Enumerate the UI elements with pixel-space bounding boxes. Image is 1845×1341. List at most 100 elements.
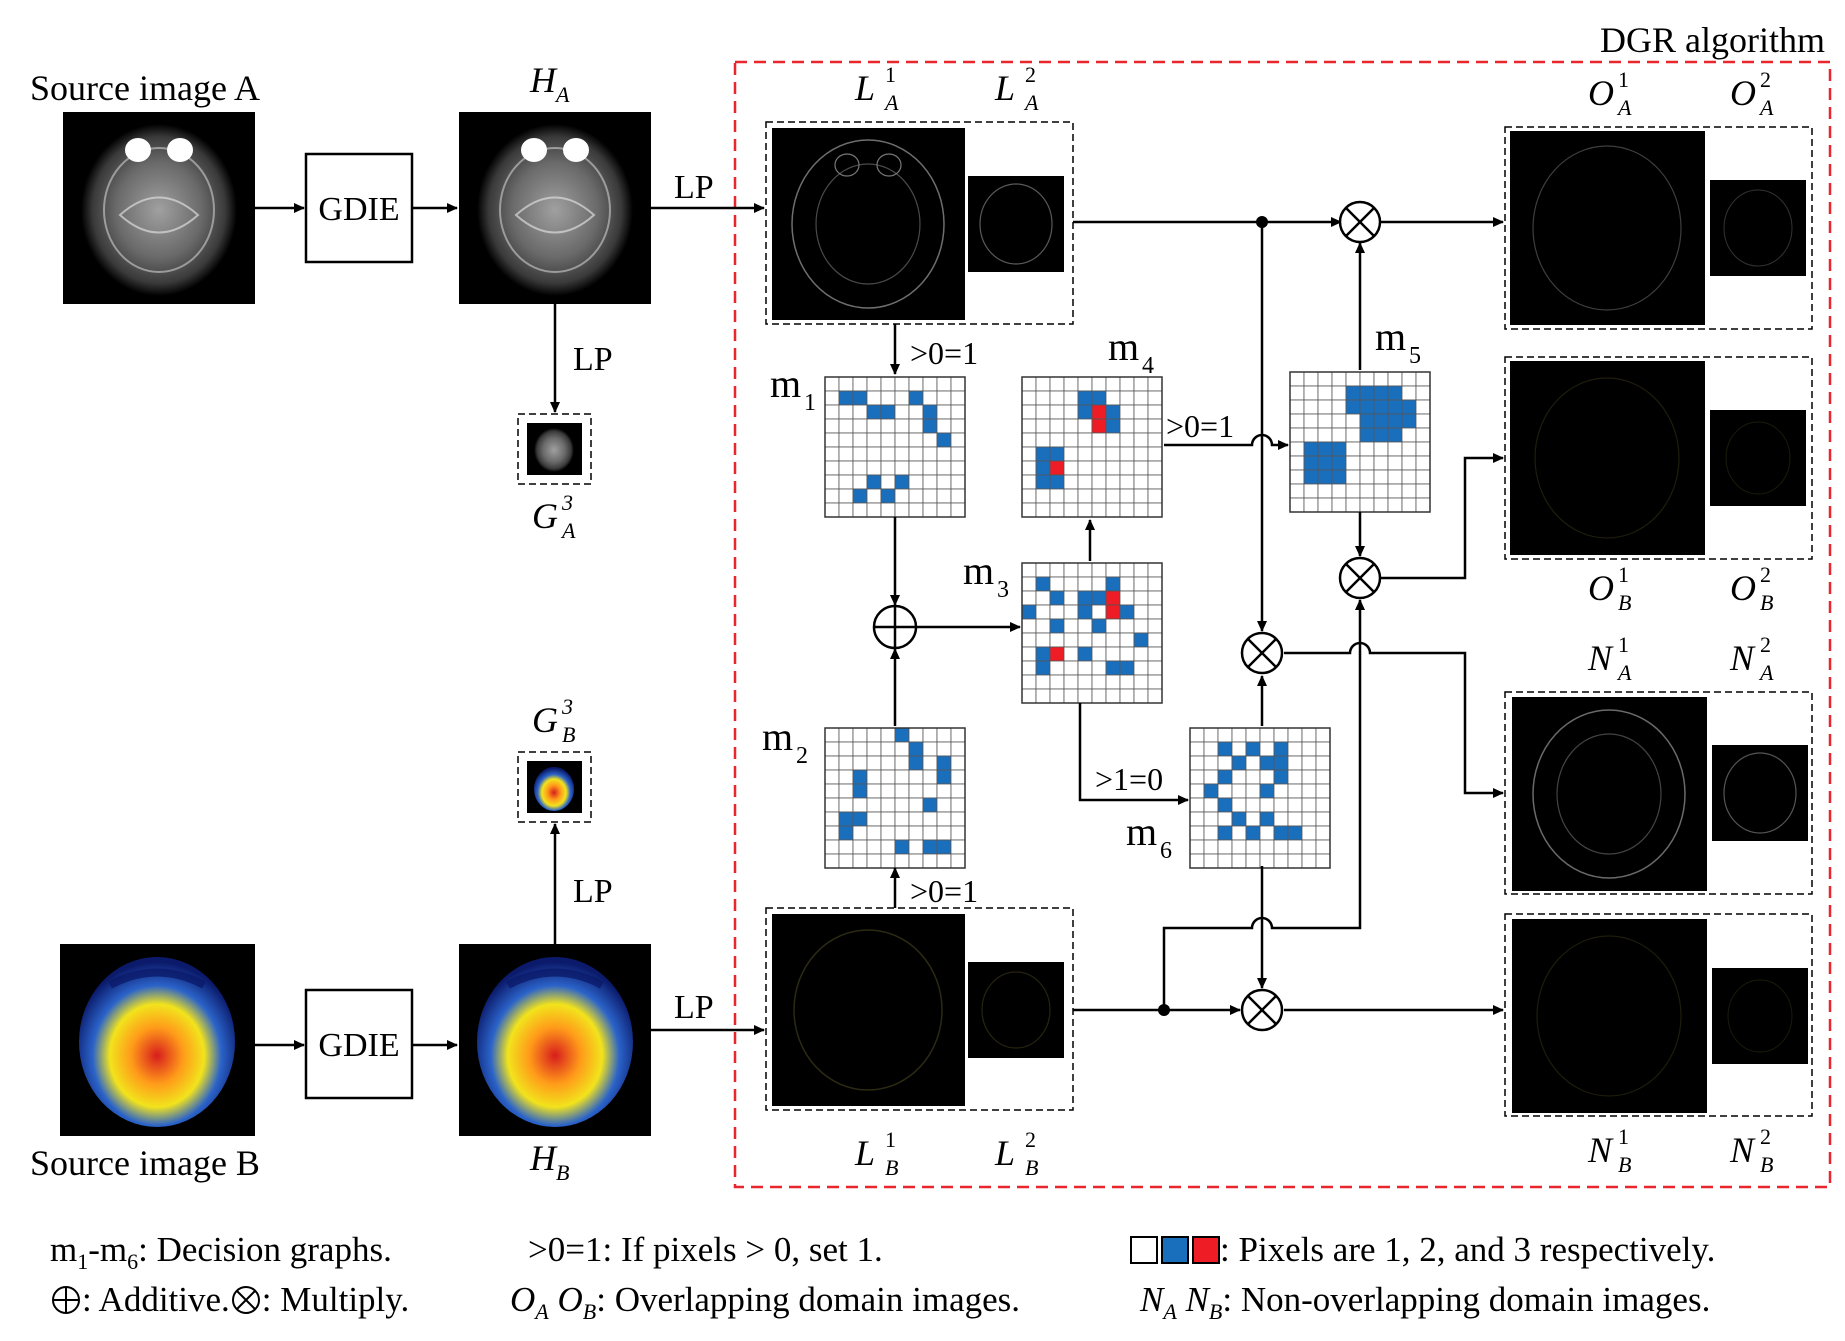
m3-cell-pixel-value-1 <box>1119 632 1135 648</box>
m5-cell-pixel-value-1 <box>1303 399 1319 415</box>
m4-cell-pixel-value-1 <box>1049 390 1065 406</box>
m1-cell-pixel-value-1 <box>950 390 966 406</box>
svg-text:B: B <box>885 1155 898 1180</box>
m5-cell-pixel-value-2 <box>1387 427 1403 443</box>
m4-cell-pixel-value-1 <box>1035 488 1051 504</box>
m6-cell-pixel-value-1 <box>1245 797 1261 813</box>
m3-cell-pixel-value-2 <box>1105 660 1121 676</box>
m6-cell-pixel-value-1 <box>1245 769 1261 785</box>
m6-cell-pixel-value-2 <box>1217 797 1233 813</box>
m4-cell-pixel-value-1 <box>1119 390 1135 406</box>
m4-cell-pixel-value-1 <box>1035 404 1051 420</box>
m3-cell-pixel-value-1 <box>1119 674 1135 690</box>
m3-cell-pixel-value-1 <box>1133 590 1149 606</box>
m6-cell-pixel-value-2 <box>1217 825 1233 841</box>
m4-cell-pixel-value-1 <box>1049 376 1065 392</box>
m2-cell-pixel-value-1 <box>866 783 882 799</box>
m4-cell-pixel-value-1 <box>1035 502 1051 518</box>
m6-cell-pixel-value-1 <box>1273 839 1289 855</box>
m4-cell-pixel-value-1 <box>1077 460 1093 476</box>
m1-cell-pixel-value-1 <box>880 460 896 476</box>
m3-cell-pixel-value-1 <box>1147 646 1163 662</box>
m1-cell-pixel-value-2 <box>880 404 896 420</box>
m6-cell-pixel-value-2 <box>1273 755 1289 771</box>
m2-cell-pixel-value-1 <box>838 839 854 855</box>
m3-cell-pixel-value-1 <box>1105 618 1121 634</box>
m4-cell-pixel-value-1 <box>1133 488 1149 504</box>
m2-cell-pixel-value-1 <box>908 839 924 855</box>
m3-cell-pixel-value-2 <box>1077 590 1093 606</box>
svg-text:B: B <box>1618 1152 1631 1177</box>
svg-text:G: G <box>532 496 558 536</box>
m2-cell-pixel-value-1 <box>852 853 868 869</box>
m3-cell-pixel-value-2 <box>1091 618 1107 634</box>
m5-cell-pixel-value-2 <box>1303 441 1319 457</box>
m2-cell-pixel-value-1 <box>950 811 966 827</box>
m3-cell-pixel-value-1 <box>1021 646 1037 662</box>
m5-cell-pixel-value-1 <box>1331 371 1347 387</box>
m2-cell-pixel-value-1 <box>908 797 924 813</box>
threshold-m1: >0=1 <box>910 335 978 371</box>
m3-cell-pixel-value-2 <box>1077 646 1093 662</box>
svg-text:2: 2 <box>1025 1127 1036 1152</box>
m4-cell-pixel-value-1 <box>1119 418 1135 434</box>
m3-cell-pixel-value-1 <box>1091 562 1107 578</box>
m2-cell-pixel-value-1 <box>866 769 882 785</box>
label-lb2: L 2 B <box>994 1127 1038 1180</box>
m5-cell-pixel-value-1 <box>1317 385 1333 401</box>
m5-cell-pixel-value-1 <box>1289 455 1305 471</box>
m5-cell-pixel-value-1 <box>1289 483 1305 499</box>
m1-cell-pixel-value-2 <box>852 488 868 504</box>
m3-cell-pixel-value-1 <box>1021 618 1037 634</box>
m4-cell-pixel-value-1 <box>1119 474 1135 490</box>
label-h-a: HA <box>529 60 570 107</box>
m6-cell-pixel-value-1 <box>1259 727 1275 743</box>
legend-overlap: OA OB: Overlapping domain images. <box>510 1280 1021 1324</box>
image-h-a <box>459 112 651 304</box>
m3-cell-pixel-value-1 <box>1091 604 1107 620</box>
m3-cell-pixel-value-1 <box>1105 632 1121 648</box>
m1-cell-pixel-value-1 <box>824 488 840 504</box>
m3-cell-pixel-value-1 <box>1049 576 1065 592</box>
m1-cell-pixel-value-1 <box>922 488 938 504</box>
m6-cell-pixel-value-1 <box>1203 797 1219 813</box>
m3-cell-pixel-value-1 <box>1119 646 1135 662</box>
m5-cell-pixel-value-1 <box>1401 483 1417 499</box>
m1-cell-pixel-value-1 <box>936 390 952 406</box>
m3-cell-pixel-value-2 <box>1035 660 1051 676</box>
m2-cell-pixel-value-1 <box>824 825 840 841</box>
m2-cell-pixel-value-1 <box>824 853 840 869</box>
m6-cell-pixel-value-1 <box>1245 853 1261 869</box>
m5-cell-pixel-value-1 <box>1289 469 1305 485</box>
legend-additive: : Additive.: Multiply. <box>50 1280 409 1320</box>
m4-cell-pixel-value-1 <box>1091 474 1107 490</box>
m5-cell-pixel-value-1 <box>1317 483 1333 499</box>
m2-cell-pixel-value-1 <box>936 741 952 757</box>
label-la2: L 2 A <box>994 62 1039 115</box>
m3-cell-pixel-value-1 <box>1063 618 1079 634</box>
image-o2-a <box>1710 180 1806 276</box>
m1-cell-pixel-value-1 <box>852 418 868 434</box>
decision-grid-m4 <box>1021 376 1163 518</box>
m1-cell-pixel-value-1 <box>880 390 896 406</box>
junction-dot-bottom <box>1158 1004 1170 1016</box>
m1-cell-pixel-value-1 <box>894 376 910 392</box>
m3-cell-pixel-value-3 <box>1105 590 1121 606</box>
m6-cell-pixel-value-1 <box>1301 797 1317 813</box>
m3-cell-pixel-value-2 <box>1077 604 1093 620</box>
m3-cell-pixel-value-1 <box>1119 576 1135 592</box>
m1-cell-pixel-value-1 <box>852 376 868 392</box>
m2-cell-pixel-value-1 <box>950 769 966 785</box>
m4-cell-pixel-value-1 <box>1119 502 1135 518</box>
m6-cell-pixel-value-1 <box>1273 783 1289 799</box>
m4-cell-pixel-value-1 <box>1077 432 1093 448</box>
svg-text:N: N <box>1729 1130 1756 1170</box>
m3-cell-pixel-value-2 <box>1091 590 1107 606</box>
m1-cell-pixel-value-1 <box>852 432 868 448</box>
m3-cell-pixel-value-1 <box>1105 646 1121 662</box>
m4-cell-pixel-value-1 <box>1091 432 1107 448</box>
m1-cell-pixel-value-1 <box>908 446 924 462</box>
svg-text:2: 2 <box>1760 67 1771 92</box>
m3-cell-pixel-value-1 <box>1133 674 1149 690</box>
